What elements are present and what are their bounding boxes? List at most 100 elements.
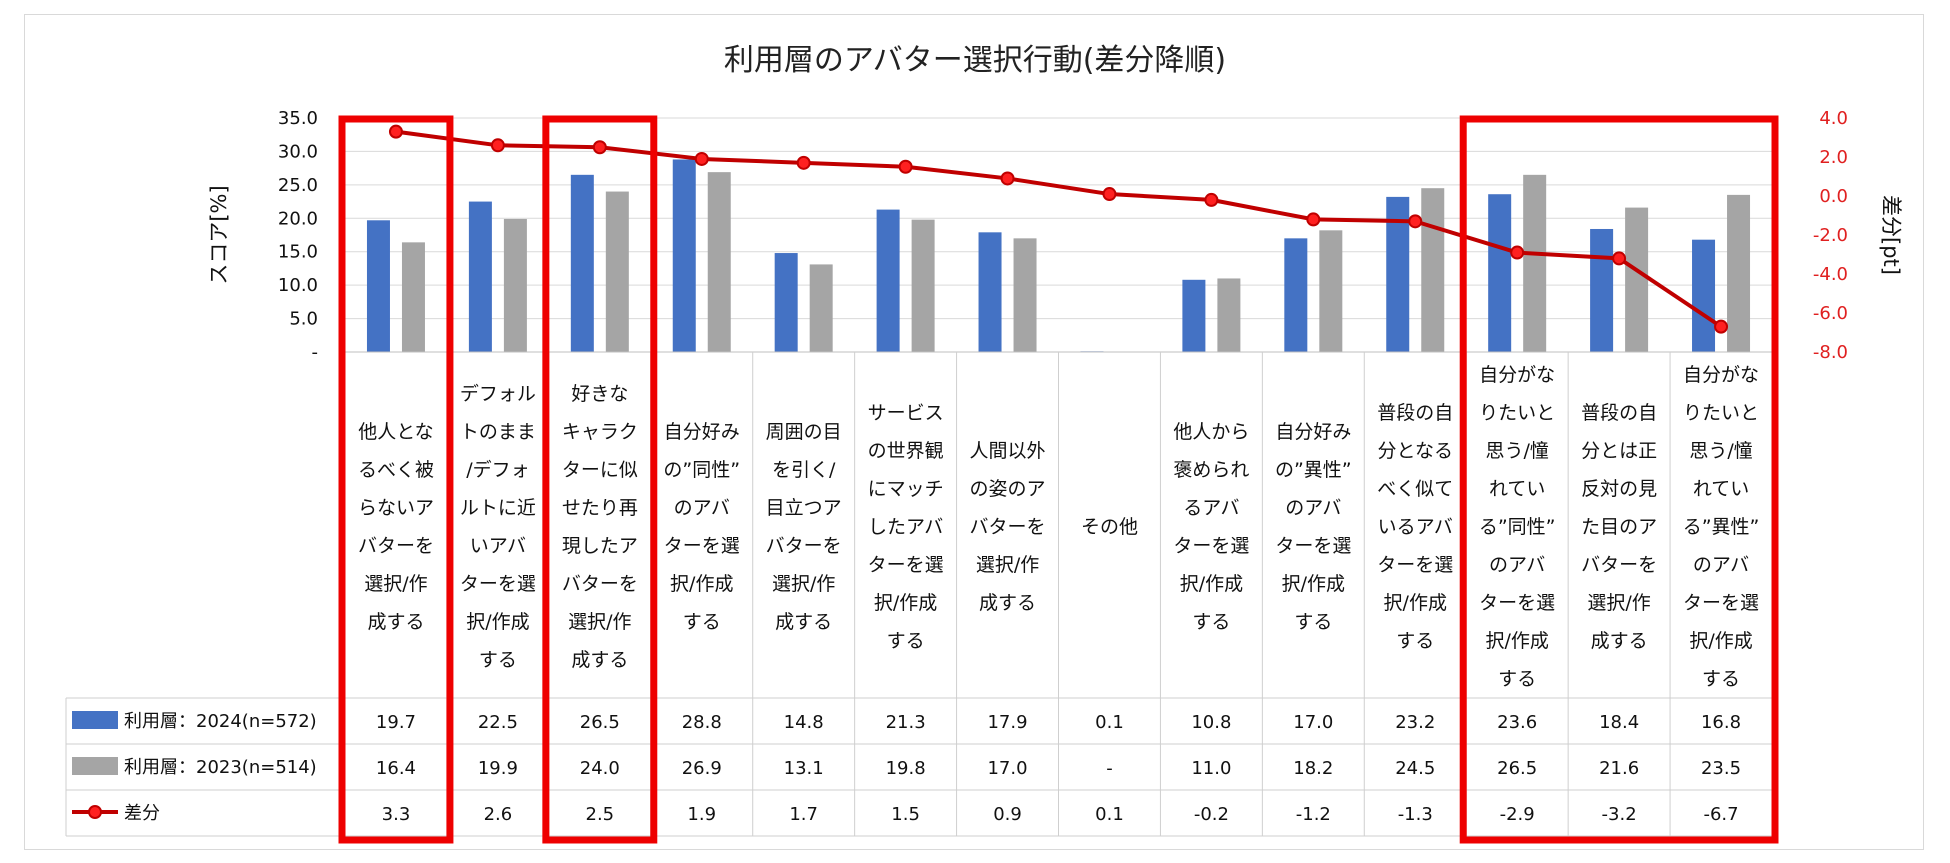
table-value: 16.4 (376, 758, 416, 779)
diff-point (1204, 192, 1219, 207)
y2-tick-label: -4.0 (1813, 264, 1848, 285)
table-value: 1.9 (687, 804, 716, 825)
category-label-line: /デフォ (466, 459, 529, 481)
legend-key-diff-point (88, 805, 102, 819)
category-label: その他 (1081, 516, 1138, 538)
table-value: 28.8 (682, 712, 722, 733)
category-label-line: らないア (358, 497, 434, 519)
category-label-line: の世界観 (868, 440, 944, 462)
category-label-line: する (1294, 611, 1332, 633)
category-label-line: 成する (367, 611, 424, 633)
diff-point (592, 140, 607, 155)
category-label-line: 思う/憧 (1485, 440, 1548, 462)
bar-2023 (1013, 238, 1037, 352)
table-value: -2.9 (1500, 804, 1535, 825)
table-value: 23.2 (1395, 712, 1435, 733)
bar-2024 (876, 209, 900, 352)
category-label-line: バターを (562, 573, 638, 595)
bar-2023 (503, 218, 527, 352)
category-label-line: れてい (1489, 478, 1545, 500)
category-label-line: のアバ (1285, 497, 1341, 519)
bar-2024 (1182, 279, 1206, 352)
y-tick-label: 20.0 (278, 208, 318, 229)
bar-2024 (366, 220, 390, 352)
category-label-line: 他人から (1173, 421, 1249, 443)
category-label-line: 目立つア (766, 497, 842, 519)
category-label-line: 択/作成 (670, 573, 733, 595)
category-label: サービスの世界観にマッチしたアバターを選択/作成する (868, 402, 944, 652)
table-value: -1.3 (1398, 804, 1433, 825)
category-label-line: 分となる (1378, 440, 1453, 462)
bar-2024 (468, 201, 492, 352)
category-label-line: るべく被 (358, 459, 434, 481)
category-label-line: ターを選 (1683, 592, 1759, 614)
category-label: 自分好みの”同性” のアバターを選択/作成する (663, 421, 740, 633)
bar-2024 (1692, 239, 1716, 352)
category-label-line: バターを (970, 516, 1046, 538)
category-label-line: る”異性” (1683, 516, 1760, 538)
y2-tick-label: 2.0 (1819, 147, 1848, 168)
category-label-line: の”異性” (1275, 459, 1352, 481)
category-label: 普段の自分となるべく似ているアバターを選択/作成する (1377, 402, 1453, 652)
category-label-line: 分とは正 (1581, 440, 1657, 462)
category-label-line: する (1192, 611, 1230, 633)
category-label-line: バターを (766, 535, 842, 557)
diff-point (1714, 319, 1729, 334)
diff-point (1102, 187, 1117, 202)
diff-point (1510, 245, 1525, 260)
y2-tick-label: -8.0 (1813, 342, 1848, 363)
table-value: - (1106, 758, 1113, 779)
table-value: 24.5 (1395, 758, 1435, 779)
table-value: 19.9 (478, 758, 518, 779)
category-label-line: 選択/作 (772, 573, 835, 595)
category-label: 自分がなりたいと思う/憧れている”異性” のアバターを選択/作成する (1683, 364, 1760, 690)
bar-2023 (401, 242, 425, 352)
bar-2023 (1421, 188, 1445, 352)
category-label-line: その他 (1081, 516, 1138, 538)
bar-2023 (911, 219, 935, 352)
category-label: 周囲の目を引く/目立つアバターを選択/作成する (766, 421, 842, 633)
category-label-line: する (887, 630, 925, 652)
category-label-line: ターを選 (1377, 554, 1453, 576)
category-label-line: 人間以外 (970, 440, 1046, 462)
category-label-line: べく似て (1377, 478, 1453, 500)
category-label-line: 周囲の目 (766, 421, 842, 443)
category-label-line: 選択/作 (976, 554, 1039, 576)
category-label: 好きなキャラクターに似せたり再現したアバターを選択/作成する (562, 383, 638, 671)
diff-point (1306, 212, 1321, 227)
table-value: 0.1 (1095, 804, 1124, 825)
category-label-line: する (479, 649, 517, 671)
diff-point (1000, 171, 1015, 186)
category-label-line: する (683, 611, 721, 633)
bar-2023 (1319, 230, 1343, 352)
category-label: 自分がなりたいと思う/憧れている”同性” のアバターを選択/作成する (1479, 364, 1556, 690)
table-value: 23.5 (1701, 758, 1741, 779)
category-label-line: ターに似 (562, 459, 638, 481)
legend-label: 利用層：2024(n=572) (124, 711, 317, 732)
bar-2024 (774, 253, 798, 352)
category-label-line: ターを選 (460, 573, 536, 595)
category-label-line: デフォル (460, 383, 536, 405)
y-tick-label: - (312, 342, 319, 363)
y-tick-label: 30.0 (278, 141, 318, 162)
y-tick-label: 10.0 (278, 275, 318, 296)
table-value: -3.2 (1602, 804, 1637, 825)
category-label-line: りたいと (1479, 402, 1555, 424)
category-label-line: の姿のア (970, 478, 1046, 500)
category-label: 人間以外の姿のアバターを選択/作成する (970, 440, 1046, 614)
y-tick-label: 35.0 (278, 108, 318, 129)
y2-tick-label: -6.0 (1813, 303, 1848, 324)
category-label-line: いアバ (470, 535, 526, 557)
category-label: 他人となるべく被らないアバターを選択/作成する (358, 421, 434, 633)
table-value: -0.2 (1194, 804, 1229, 825)
bar-2023 (809, 264, 833, 352)
table-value: 0.9 (993, 804, 1022, 825)
table-value: 17.9 (987, 712, 1027, 733)
bar-2023 (1523, 174, 1547, 352)
category-label: デフォルトのまま/デフォルトに近いアバターを選択/作成する (460, 383, 536, 671)
legend-label: 利用層：2023(n=514) (124, 757, 317, 778)
table-value: 24.0 (580, 758, 620, 779)
bar-2024 (978, 232, 1002, 352)
table-value: 23.6 (1497, 712, 1537, 733)
category-label-line: 普段の自 (1377, 402, 1453, 424)
